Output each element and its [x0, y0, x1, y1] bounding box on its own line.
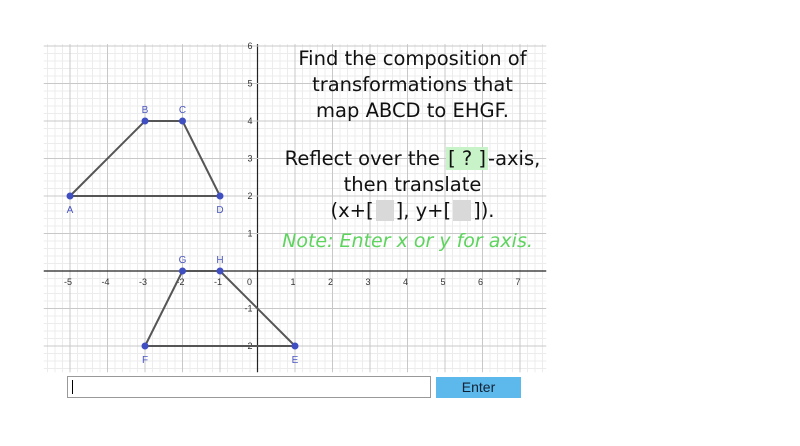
answer-input[interactable]	[67, 376, 431, 398]
vertex	[216, 192, 224, 200]
blank	[453, 200, 472, 221]
enter-button[interactable]: Enter	[436, 377, 521, 398]
text: -axis,	[488, 147, 541, 170]
x-tick-label: -2	[176, 277, 184, 287]
y-tick-label: -1	[244, 304, 252, 314]
prompt: Find the composition of transformations …	[270, 46, 555, 254]
prompt-line: map ABCD to EHGF.	[316, 99, 509, 122]
vertex	[216, 267, 224, 275]
x-tick-label: 6	[478, 277, 483, 287]
prompt-line: Find the composition of	[298, 47, 527, 70]
x-tick-label: 3	[365, 277, 370, 287]
vertex-label: D	[216, 205, 223, 216]
x-tick-label: 5	[440, 277, 445, 287]
reflect-line: Reflect over the [ ? ] -axis,	[270, 146, 555, 172]
blank	[375, 200, 394, 221]
x-tick-label: -1	[214, 277, 222, 287]
y-tick-label: 3	[247, 154, 252, 164]
vertex	[179, 267, 186, 275]
vertex-label: G	[179, 255, 187, 266]
prompt-line: transformations that	[312, 73, 513, 96]
x-tick-label: 2	[328, 277, 333, 287]
vertex-label: F	[142, 355, 148, 366]
x-tick-label: 7	[515, 277, 520, 287]
text: ]).	[473, 199, 495, 222]
translate-line: (x+[ ], y+[]).	[270, 198, 555, 224]
note: Note: Enter x or y for axis.	[282, 230, 533, 252]
y-tick-label: 6	[247, 41, 252, 51]
x-tick-label: -5	[64, 277, 72, 287]
prompt-line: then translate	[343, 173, 482, 196]
text: ], y+[	[395, 199, 452, 222]
x-tick-label: 4	[403, 277, 408, 287]
vertex-label: A	[67, 205, 74, 216]
vertex	[141, 117, 149, 125]
vertex-label: E	[292, 355, 299, 366]
vertex	[66, 192, 74, 200]
vertex	[179, 117, 186, 125]
text: (x+[	[330, 199, 374, 222]
vertex-label: H	[216, 255, 223, 266]
vertex	[291, 342, 299, 350]
vertex-label: C	[179, 105, 186, 116]
text: Reflect over the	[284, 147, 447, 170]
vertex-label: B	[142, 105, 149, 116]
vertex	[141, 342, 149, 350]
y-tick-label: 5	[247, 79, 252, 89]
x-tick-label: -3	[139, 277, 147, 287]
y-tick-label: 1	[247, 229, 252, 239]
y-tick-label: 4	[247, 116, 252, 126]
highlight: [ ? ]	[446, 147, 489, 170]
y-tick-label: 2	[247, 191, 252, 201]
x-tick-label: 1	[290, 277, 295, 287]
x-tick-label: -4	[101, 277, 109, 287]
x-tick-label: 0	[247, 277, 252, 287]
